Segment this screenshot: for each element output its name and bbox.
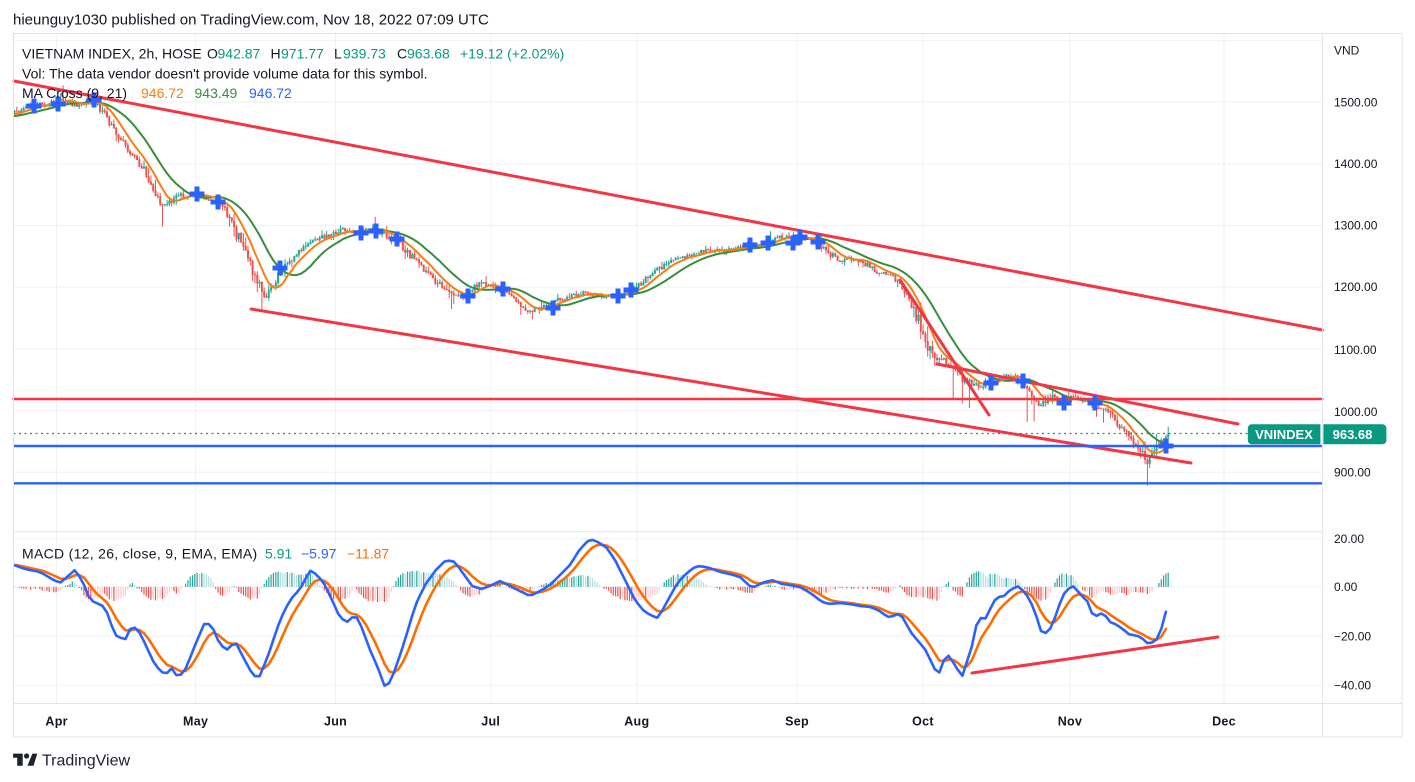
svg-text:20.00: 20.00 — [1334, 532, 1364, 546]
svg-text:MA Cross (9, 21): MA Cross (9, 21) — [22, 85, 127, 101]
svg-text:946.72: 946.72 — [249, 85, 292, 101]
svg-text:VNINDEX: VNINDEX — [1255, 427, 1313, 442]
svg-text:−11.87: −11.87 — [347, 546, 389, 562]
svg-text:Nov: Nov — [1058, 715, 1083, 729]
svg-text:Jul: Jul — [481, 715, 500, 729]
svg-text:Vol: The data vendor doesn't p: Vol: The data vendor doesn't provide vol… — [22, 66, 428, 82]
svg-text:O: O — [207, 46, 218, 62]
svg-text:971.77: 971.77 — [281, 46, 324, 62]
svg-text:0.00: 0.00 — [1334, 580, 1358, 594]
svg-text:May: May — [183, 715, 208, 729]
svg-text:Aug: Aug — [624, 715, 649, 729]
svg-text:Oct: Oct — [912, 715, 934, 729]
svg-text:1200.00: 1200.00 — [1334, 280, 1378, 294]
svg-text:943.49: 943.49 — [195, 85, 238, 101]
svg-text:939.73: 939.73 — [343, 46, 386, 62]
svg-text:VND: VND — [1334, 44, 1360, 58]
svg-text:L: L — [334, 46, 342, 62]
svg-text:1000.00: 1000.00 — [1334, 405, 1378, 419]
svg-text:900.00: 900.00 — [1334, 466, 1371, 480]
svg-text:−20.00: −20.00 — [1334, 629, 1371, 643]
svg-text:1400.00: 1400.00 — [1334, 157, 1378, 171]
svg-text:MACD (12, 26, close, 9, EMA, E: MACD (12, 26, close, 9, EMA, EMA) — [22, 546, 258, 562]
svg-text:946.72: 946.72 — [141, 85, 184, 101]
svg-text:963.68: 963.68 — [407, 46, 450, 62]
svg-text:1300.00: 1300.00 — [1334, 219, 1378, 233]
svg-text:5.91: 5.91 — [265, 546, 292, 562]
svg-text:C: C — [397, 46, 407, 62]
svg-text:963.68: 963.68 — [1333, 427, 1373, 442]
svg-text:Apr: Apr — [45, 715, 67, 729]
svg-text:H: H — [271, 46, 281, 62]
svg-text:VIETNAM INDEX, 2h, HOSE: VIETNAM INDEX, 2h, HOSE — [22, 46, 202, 62]
svg-text:−5.97: −5.97 — [301, 546, 337, 562]
svg-text:TradingView: TradingView — [42, 753, 130, 770]
svg-text:Jun: Jun — [324, 715, 347, 729]
svg-text:−40.00: −40.00 — [1334, 679, 1371, 693]
svg-text:1500.00: 1500.00 — [1334, 95, 1378, 109]
svg-text:942.87: 942.87 — [218, 46, 261, 62]
svg-text:Sep: Sep — [785, 715, 809, 729]
svg-text:hieunguy1030 published on Trad: hieunguy1030 published on TradingView.co… — [13, 12, 489, 29]
svg-text:Dec: Dec — [1212, 715, 1236, 729]
svg-text:1100.00: 1100.00 — [1334, 343, 1377, 357]
svg-text:+19.12 (+2.02%): +19.12 (+2.02%) — [460, 46, 564, 62]
